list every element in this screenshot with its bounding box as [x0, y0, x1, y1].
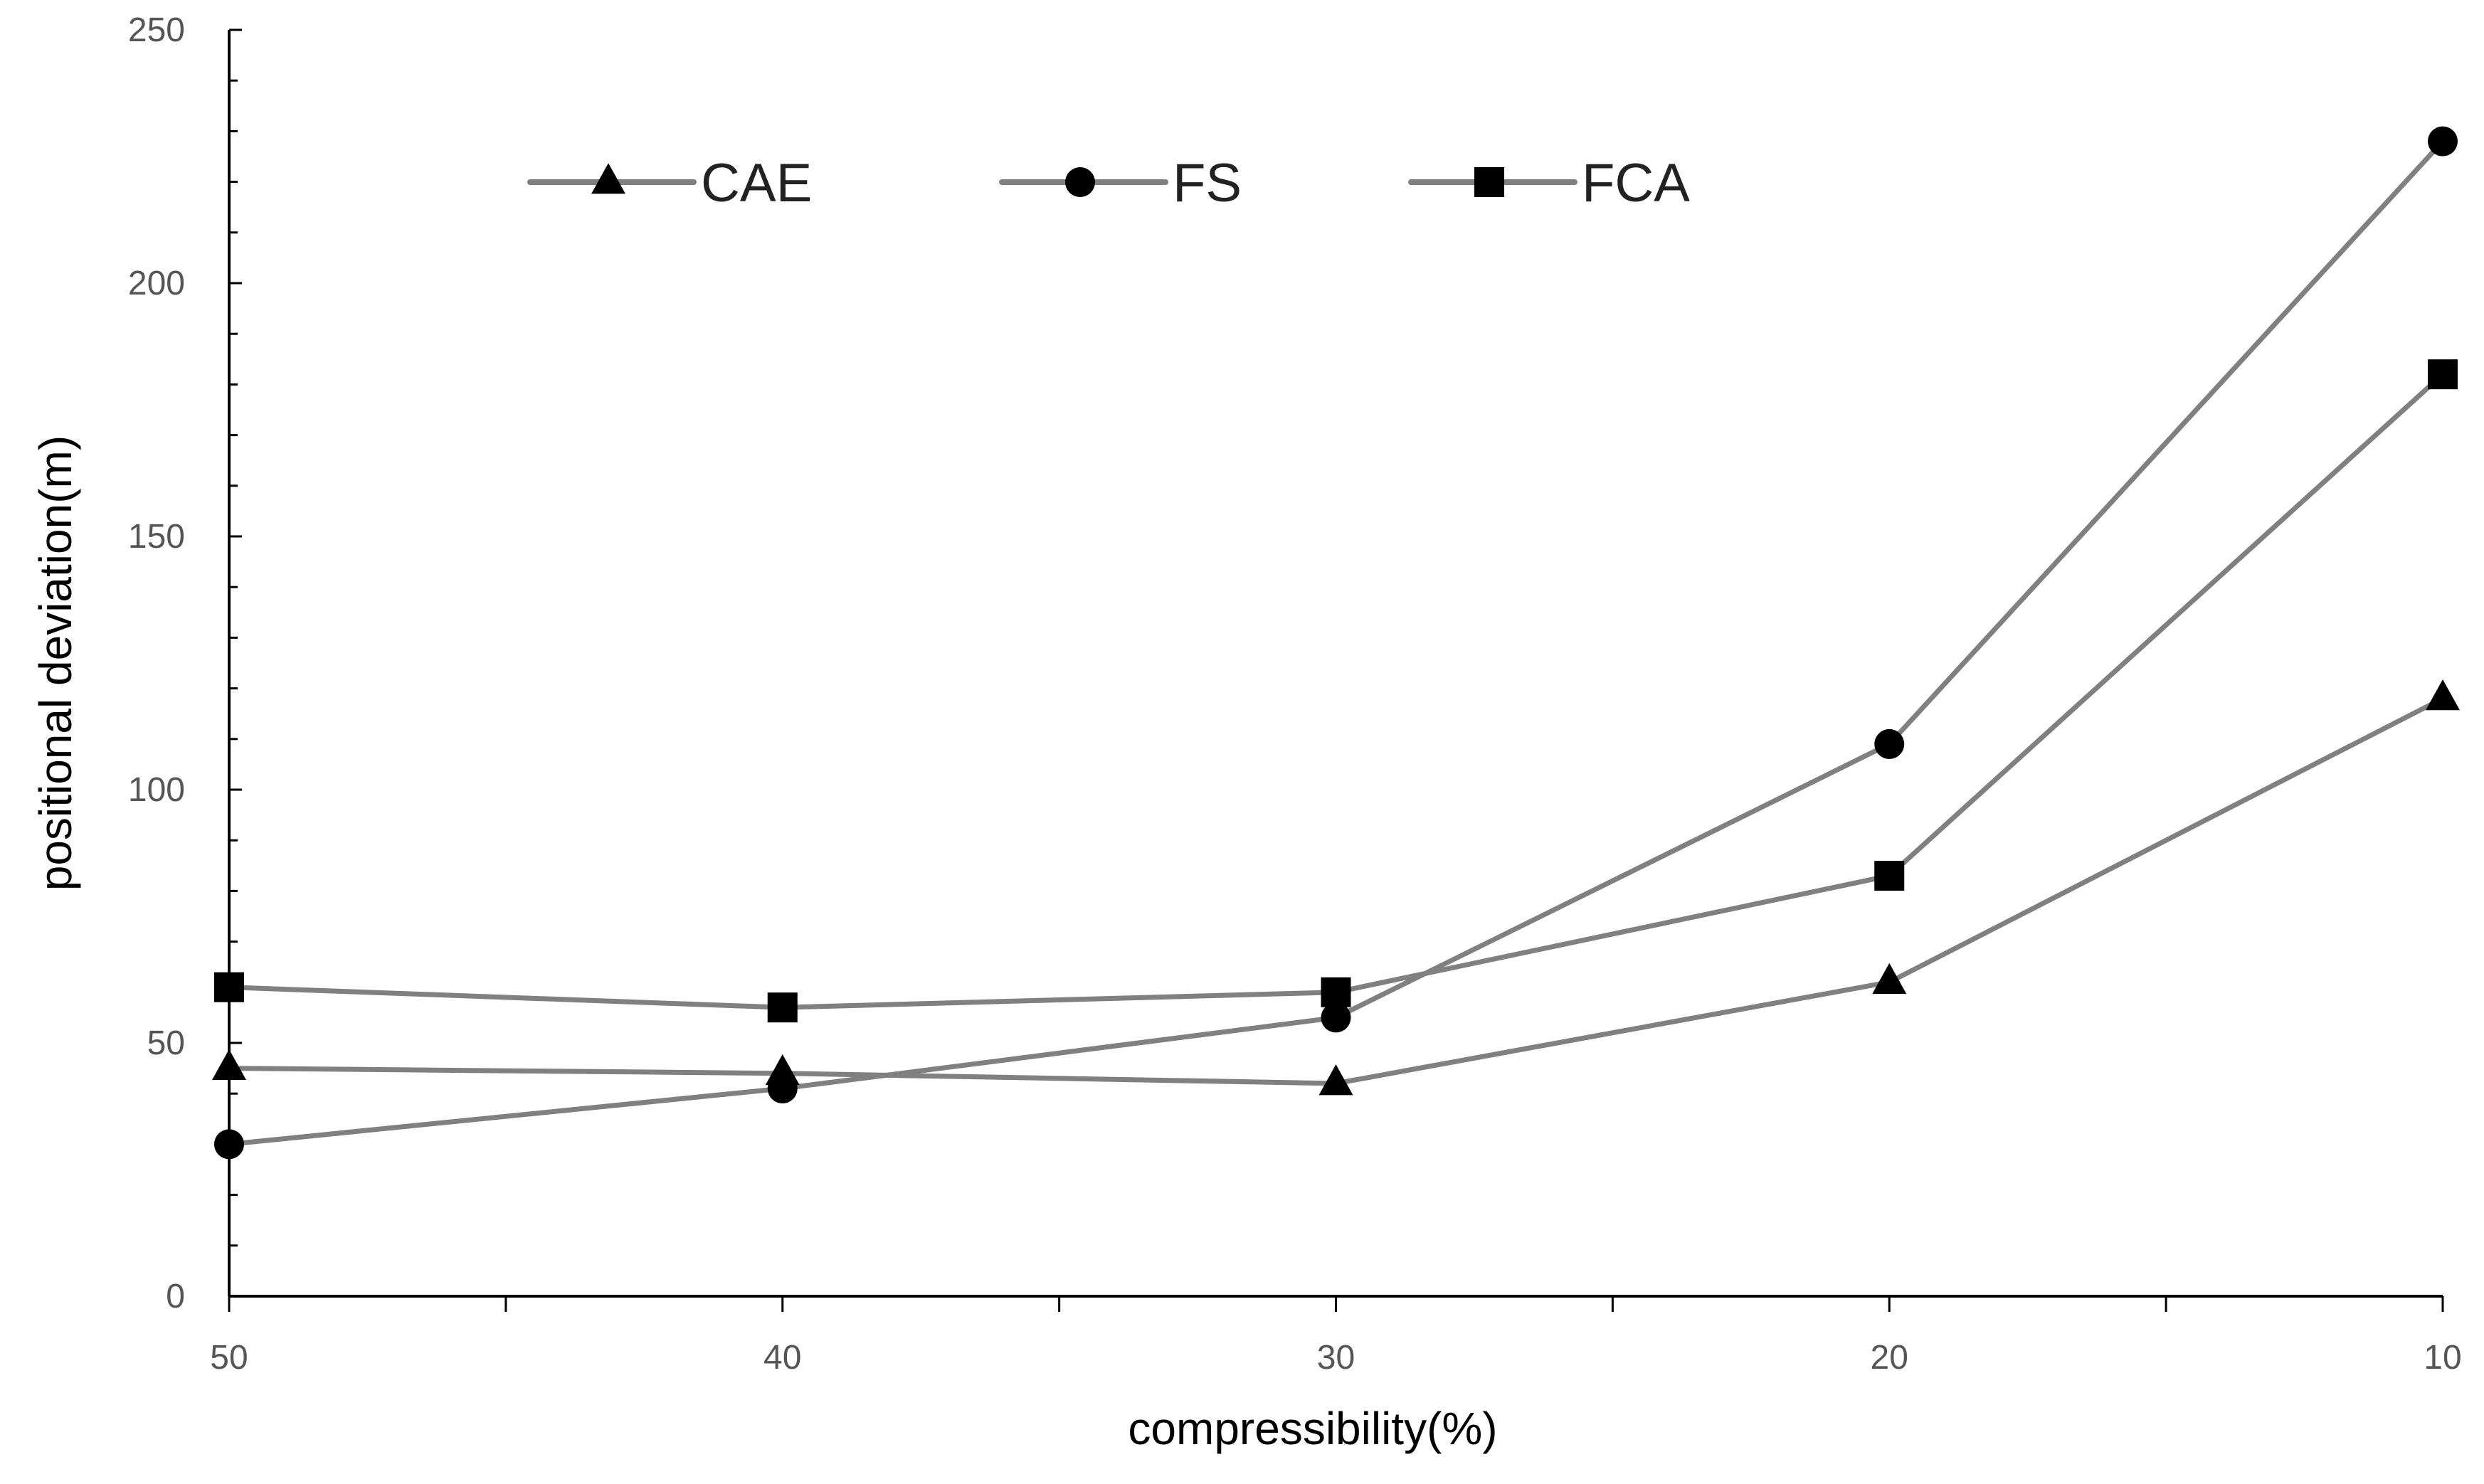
- data-point-fca: [1321, 977, 1351, 1007]
- legend-label-fca: FCA: [1582, 153, 1690, 213]
- y-tick-label: 0: [166, 1278, 185, 1315]
- data-point-cae: [212, 1049, 246, 1081]
- data-point-fs: [1321, 1002, 1351, 1033]
- data-point-fs: [767, 1074, 798, 1104]
- data-point-fs: [2428, 126, 2458, 157]
- x-axis-title: compressibility(%): [1128, 1403, 1497, 1454]
- data-point-fca: [1874, 861, 1905, 891]
- y-tick-label: 200: [128, 265, 185, 302]
- x-tick-label: 20: [1871, 1339, 1908, 1377]
- ticks: 0 50 100 150 200 250 50 40 30 20 10: [128, 11, 2462, 1377]
- legend-item-fca: FCA: [1408, 153, 1690, 213]
- x-tick-label: 10: [2424, 1339, 2461, 1377]
- y-tick-label: 100: [128, 771, 185, 809]
- y-axis-title: positional deviation(m): [30, 435, 81, 891]
- legend-marker-cae: [591, 163, 625, 194]
- data-point-cae: [1872, 963, 1907, 994]
- y-tick-label: 150: [128, 518, 185, 556]
- legend-item-fs: FS: [999, 153, 1242, 213]
- series-markers: [212, 126, 2460, 1160]
- x-tick-label: 50: [210, 1339, 248, 1377]
- y-tick-label: 50: [147, 1024, 185, 1062]
- y-tick-label: 250: [128, 11, 185, 49]
- data-point-fca: [2428, 359, 2458, 390]
- legend-label-fs: FS: [1173, 153, 1242, 213]
- data-point-fs: [1874, 728, 1905, 759]
- data-point-fca: [767, 992, 798, 1023]
- legend-marker-fca: [1474, 167, 1504, 197]
- series-line-fca: [226, 371, 2446, 1010]
- data-point-fs: [214, 1129, 244, 1160]
- data-point-cae: [1318, 1064, 1353, 1096]
- x-tick-label: 30: [1317, 1339, 1355, 1377]
- axes: [228, 30, 2443, 1298]
- legend: CAE FS FCA: [527, 153, 1690, 213]
- legend-marker-fs: [1065, 167, 1095, 197]
- legend-item-cae: CAE: [527, 153, 812, 213]
- data-point-fca: [214, 972, 244, 1002]
- legend-label-cae: CAE: [701, 153, 812, 213]
- data-point-cae: [2426, 679, 2460, 711]
- x-tick-label: 40: [763, 1339, 801, 1377]
